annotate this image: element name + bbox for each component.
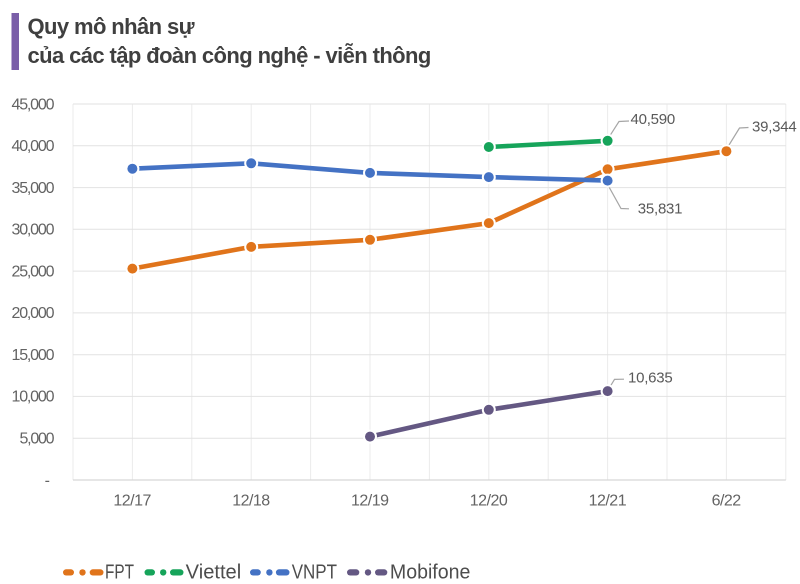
svg-text:10,000: 10,000 [12, 389, 55, 406]
svg-text:12/20: 12/20 [470, 493, 508, 510]
svg-text:12/19: 12/19 [351, 493, 389, 510]
svg-text:5,000: 5,000 [20, 431, 55, 448]
svg-text:35,831: 35,831 [638, 200, 683, 217]
svg-text:15,000: 15,000 [12, 347, 55, 364]
svg-text:6/22: 6/22 [712, 493, 742, 510]
svg-text:12/18: 12/18 [232, 493, 270, 510]
svg-text:20,000: 20,000 [12, 305, 55, 322]
svg-text:12/17: 12/17 [113, 493, 151, 510]
svg-text:35,000: 35,000 [12, 180, 55, 197]
svg-text:25,000: 25,000 [12, 263, 55, 280]
svg-text:Viettel: Viettel [186, 561, 242, 583]
svg-text:-: - [45, 472, 50, 489]
svg-text:10,635: 10,635 [628, 370, 673, 387]
svg-text:VNPT: VNPT [292, 561, 337, 583]
svg-text:Quy mô nhân sự: Quy mô nhân sự [28, 14, 195, 39]
svg-text:FPT: FPT [105, 561, 134, 583]
svg-text:12/21: 12/21 [589, 493, 627, 510]
svg-text:40,000: 40,000 [12, 138, 55, 155]
svg-text:40,590: 40,590 [631, 111, 676, 128]
svg-text:45,000: 45,000 [12, 96, 55, 113]
svg-text:39,344: 39,344 [752, 119, 797, 136]
svg-text:Mobifone: Mobifone [390, 561, 471, 583]
svg-text:của các tập đoàn công nghệ - v: của các tập đoàn công nghệ - viễn thông [28, 43, 431, 68]
svg-text:30,000: 30,000 [12, 222, 55, 239]
